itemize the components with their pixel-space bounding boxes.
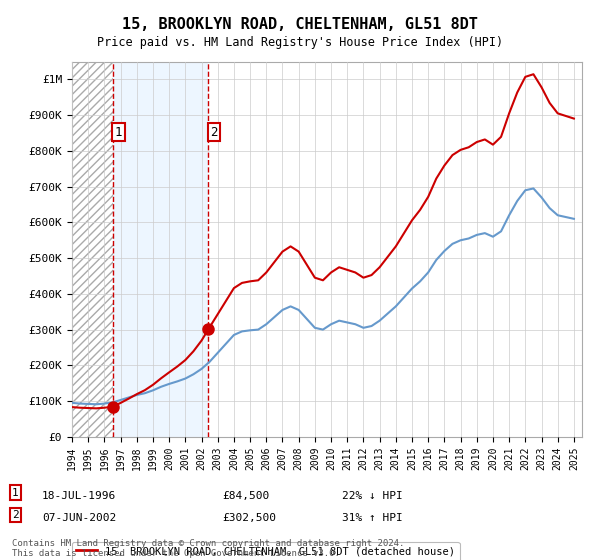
Text: £302,500: £302,500	[222, 513, 276, 523]
Text: 15, BROOKLYN ROAD, CHELTENHAM, GL51 8DT: 15, BROOKLYN ROAD, CHELTENHAM, GL51 8DT	[122, 17, 478, 32]
Text: 07-JUN-2002: 07-JUN-2002	[42, 513, 116, 523]
Text: 31% ↑ HPI: 31% ↑ HPI	[342, 513, 403, 523]
Text: 1: 1	[12, 488, 19, 498]
Text: 1: 1	[115, 126, 122, 139]
Text: 2: 2	[210, 126, 218, 139]
Text: 18-JUL-1996: 18-JUL-1996	[42, 491, 116, 501]
Text: Price paid vs. HM Land Registry's House Price Index (HPI): Price paid vs. HM Land Registry's House …	[97, 36, 503, 49]
Bar	[113, 62, 208, 437]
Text: This data is licensed under the Open Government Licence v3.0.: This data is licensed under the Open Gov…	[12, 549, 340, 558]
Bar	[72, 62, 113, 437]
Text: £84,500: £84,500	[222, 491, 269, 501]
Text: Contains HM Land Registry data © Crown copyright and database right 2024.: Contains HM Land Registry data © Crown c…	[12, 539, 404, 548]
Text: 2: 2	[12, 510, 19, 520]
Legend: 15, BROOKLYN ROAD, CHELTENHAM, GL51 8DT (detached house), HPI: Average price, de: 15, BROOKLYN ROAD, CHELTENHAM, GL51 8DT …	[72, 542, 460, 560]
Text: 22% ↓ HPI: 22% ↓ HPI	[342, 491, 403, 501]
